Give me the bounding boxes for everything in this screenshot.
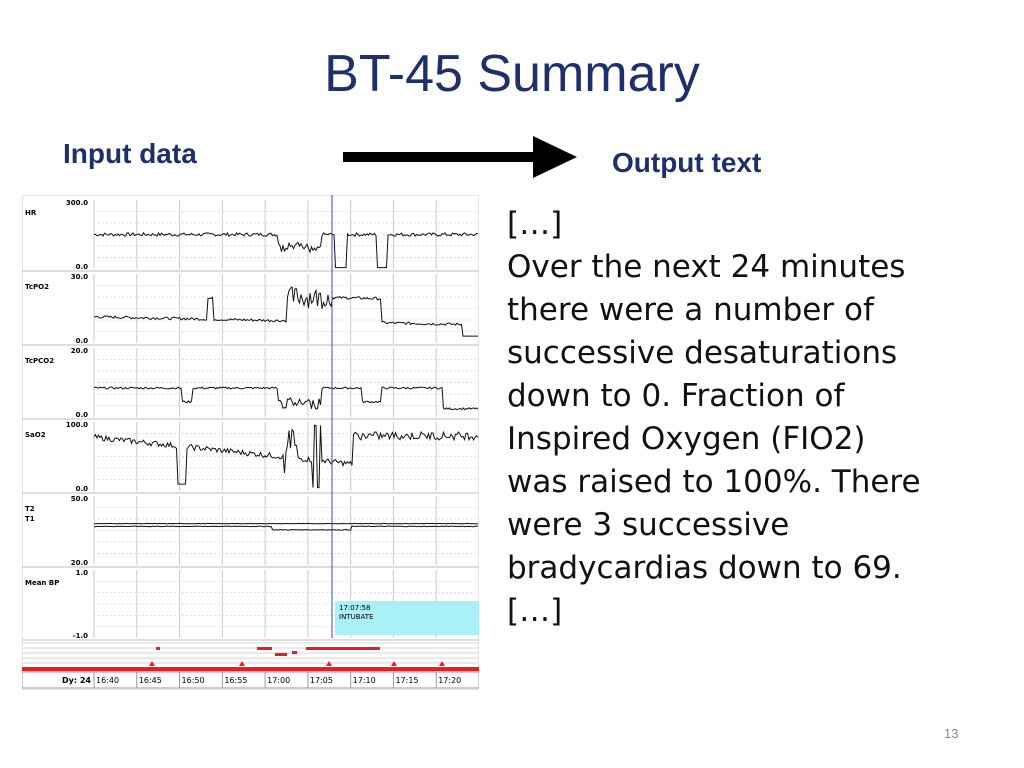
time-tick-label: 17:00 bbox=[267, 676, 290, 685]
panel-name: T2 bbox=[25, 505, 35, 513]
panel-name: TcPO2 bbox=[25, 283, 49, 291]
axis-min-label: 0.0 bbox=[76, 411, 89, 419]
input-data-chart: 300.0 0.0 HR 30.0 0.0 TcPO2 20.0 0.0 TcPCO2 100.0… bbox=[21, 194, 480, 691]
axis-min-label: 0.0 bbox=[76, 263, 89, 271]
axis-min-label: 0.0 bbox=[76, 485, 89, 493]
event-bar bbox=[156, 647, 160, 650]
event-bar bbox=[257, 647, 272, 650]
axis-max-label: 20.0 bbox=[71, 347, 88, 355]
event-bar bbox=[306, 647, 380, 650]
time-tick-label: 16:45 bbox=[139, 676, 162, 685]
time-tick-label: 16:55 bbox=[224, 676, 247, 685]
text-line: bradycardias down to 69. bbox=[507, 550, 902, 586]
text-line: down to 0. Fraction of bbox=[507, 378, 845, 414]
axis-min-label: 0.0 bbox=[76, 337, 89, 345]
right-arrow-icon bbox=[343, 136, 577, 178]
text-line: […] bbox=[507, 206, 563, 242]
panel-name: Mean BP bbox=[25, 579, 59, 587]
event-time: 17:07:58 bbox=[339, 604, 370, 612]
text-line: was raised to 100%. There bbox=[507, 464, 921, 500]
event-triangle bbox=[439, 661, 445, 666]
slide-title: BT-45 Summary bbox=[324, 45, 700, 103]
axis-max-label: 1.0 bbox=[76, 569, 89, 577]
axis-max-label: 300.0 bbox=[66, 199, 88, 207]
event-bar bbox=[275, 653, 287, 656]
event-triangle bbox=[149, 661, 155, 666]
event-triangle bbox=[239, 661, 245, 666]
time-tick-label: 16:50 bbox=[182, 676, 205, 685]
event-bar bbox=[292, 651, 297, 654]
output-text-label: Output text bbox=[612, 147, 762, 178]
axis-min-label: -1.0 bbox=[73, 632, 88, 640]
panel-name: SaO2 bbox=[25, 431, 46, 439]
text-line: were 3 successive bbox=[507, 507, 790, 543]
axis-max-label: 30.0 bbox=[71, 273, 88, 281]
text-line: […] bbox=[507, 593, 563, 629]
panel-name: HR bbox=[25, 209, 37, 217]
hr-trace bbox=[93, 231, 479, 269]
event-track bbox=[22, 667, 479, 671]
panel-name: TcPCO2 bbox=[25, 357, 54, 365]
day-label: Dy: 24 bbox=[62, 676, 91, 685]
time-tick-label: 17:05 bbox=[310, 676, 333, 685]
axis-min-label: 20.0 bbox=[71, 559, 88, 567]
input-data-label: Input data bbox=[63, 138, 197, 169]
axis-max-label: 100.0 bbox=[66, 421, 88, 429]
tcpco2-trace bbox=[93, 386, 479, 411]
panel-name: T1 bbox=[25, 515, 35, 523]
axis-max-label: 50.0 bbox=[71, 495, 88, 503]
text-line: there were a number of bbox=[507, 292, 874, 328]
text-line: successive desaturations bbox=[507, 335, 898, 371]
time-tick-label: 17:10 bbox=[353, 676, 376, 685]
text-line: Over the next 24 minutes bbox=[507, 249, 906, 285]
event-triangle bbox=[391, 661, 397, 666]
sao2-trace bbox=[93, 424, 479, 489]
event-label: INTUBATE bbox=[339, 613, 373, 621]
output-text-body: […] Over the next 24 minutes there were … bbox=[507, 203, 1007, 633]
page-number: 13 bbox=[944, 726, 959, 741]
time-tick-label: 17:20 bbox=[438, 676, 461, 685]
event-box bbox=[335, 601, 479, 635]
time-tick-label: 16:40 bbox=[96, 676, 119, 685]
event-triangle bbox=[326, 661, 332, 666]
time-tick-label: 17:15 bbox=[395, 676, 418, 685]
t1-trace bbox=[94, 525, 479, 531]
text-line: Inspired Oxygen (FIO2) bbox=[507, 421, 866, 457]
tcpo2-trace bbox=[94, 286, 478, 337]
